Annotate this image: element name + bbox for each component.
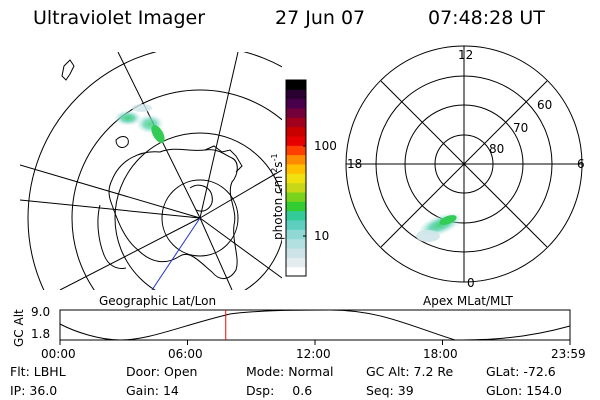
colorbar-cell xyxy=(286,201,306,212)
field-glon-key: GLon: xyxy=(486,383,523,398)
apex-aurora xyxy=(416,212,463,242)
field-seq-key: Seq: xyxy=(366,383,394,398)
antarctica-coastline xyxy=(108,148,238,279)
field-gain-key: Gain: xyxy=(126,383,159,398)
unit-exp-s: -1 xyxy=(270,153,279,162)
colorbar-cell xyxy=(286,98,306,109)
field-ip: IP: 36.0 xyxy=(10,383,57,398)
colorbar-cell xyxy=(286,154,306,165)
colorbar-cell xyxy=(286,220,306,230)
field-door-key: Door: xyxy=(126,364,161,379)
field-ip-value: 36.0 xyxy=(29,383,58,398)
altitude-ymin: 1.8 xyxy=(31,327,51,341)
colorbar-cell xyxy=(286,136,306,146)
unit-s: s xyxy=(271,161,285,168)
mlat-label-70: 70 xyxy=(513,121,529,135)
mlat-label-60: 60 xyxy=(537,98,553,112)
geo-aurora xyxy=(114,104,165,144)
field-gain: Gain: 14 xyxy=(126,383,179,398)
time-tick-1800: 18:00 xyxy=(423,347,458,361)
colorbar-cell xyxy=(286,248,306,258)
field-door-value: Open xyxy=(164,364,198,379)
field-mode-key: Mode: xyxy=(246,364,285,379)
unit-photon: photon cm xyxy=(271,175,285,240)
field-mode-value: Normal xyxy=(288,364,334,379)
mlt-label-18: 18 xyxy=(347,157,363,171)
field-seq-value: 39 xyxy=(397,383,414,398)
field-mode: Mode: Normal xyxy=(246,364,334,379)
field-door: Door: Open xyxy=(126,364,197,379)
field-glon: GLon: 154.0 xyxy=(486,383,562,398)
field-gc-alt-key: GC Alt: xyxy=(366,364,410,379)
colorbar-tick-100: 100 xyxy=(314,139,337,153)
field-flt: Flt: LBHL xyxy=(10,364,66,379)
colorbar-cell xyxy=(286,80,306,90)
colorbar-cell xyxy=(286,182,306,193)
colorbar-cell xyxy=(286,266,306,277)
altitude-curve xyxy=(59,309,571,341)
geographic-map xyxy=(20,52,282,290)
field-seq: Seq: 39 xyxy=(366,383,414,398)
field-dsp: Dsp: 0.6 xyxy=(246,383,312,398)
colorbar-cell xyxy=(286,229,306,240)
date-label: 27 Jun 07 xyxy=(275,7,366,29)
colorbar-cell xyxy=(286,192,306,202)
colorbar-cell xyxy=(286,238,306,249)
field-glat-key: GLat: xyxy=(486,364,520,379)
altitude-plot xyxy=(59,309,571,345)
time-tick-1200: 12:00 xyxy=(296,347,331,361)
colorbar-cell xyxy=(286,126,306,137)
apex-panel-label: Apex MLat/MLT xyxy=(423,294,513,308)
field-glat: GLat: -72.6 xyxy=(486,364,556,379)
mlt-label-12: 12 xyxy=(458,48,474,62)
field-gain-value: 14 xyxy=(162,383,179,398)
colorbar-cell xyxy=(286,173,306,184)
colorbar-cell xyxy=(286,164,306,174)
colorbar-cell xyxy=(286,257,306,268)
colorbar-cell xyxy=(286,145,306,156)
field-flt-key: Flt: xyxy=(10,364,30,379)
field-dsp-value: 0.6 xyxy=(292,383,313,398)
field-glon-value: 154.0 xyxy=(526,383,562,398)
field-flt-value: LBHL xyxy=(33,364,66,379)
time-tick-0000: 00:00 xyxy=(41,347,76,361)
altitude-ymax: 9.0 xyxy=(31,305,51,319)
colorbar-cell xyxy=(286,89,306,100)
colorbar xyxy=(285,79,307,277)
unit-exp-cm: -2 xyxy=(270,167,279,176)
field-gc-alt: GC Alt: 7.2 Re xyxy=(366,364,453,379)
field-dsp-key: Dsp: xyxy=(246,383,275,398)
apex-polar-grid xyxy=(345,45,583,283)
time-label: 07:48:28 UT xyxy=(428,7,545,29)
field-gc-alt-value: 7.2 Re xyxy=(413,364,454,379)
colorbar-cell xyxy=(286,108,306,118)
instrument-title: Ultraviolet Imager xyxy=(33,7,206,29)
field-ip-key: IP: xyxy=(10,383,26,398)
time-tick-2359: 23:59 xyxy=(551,347,586,361)
colorbar-tick-10: 10 xyxy=(314,229,330,243)
mlt-label-6: 6 xyxy=(577,157,585,171)
field-glat-value: -72.6 xyxy=(523,364,556,379)
colorbar-cell xyxy=(286,210,306,221)
mlt-label-0: 0 xyxy=(467,276,475,290)
colorbar-cell xyxy=(286,117,306,128)
mlat-label-80: 80 xyxy=(489,142,505,156)
altitude-ylabel: GC Alt xyxy=(12,309,26,347)
geographic-panel-label: Geographic Lat/Lon xyxy=(99,294,217,308)
time-tick-0600: 06:00 xyxy=(168,347,203,361)
colorbar-unit-label: photon cm-2s-1 xyxy=(270,153,285,240)
